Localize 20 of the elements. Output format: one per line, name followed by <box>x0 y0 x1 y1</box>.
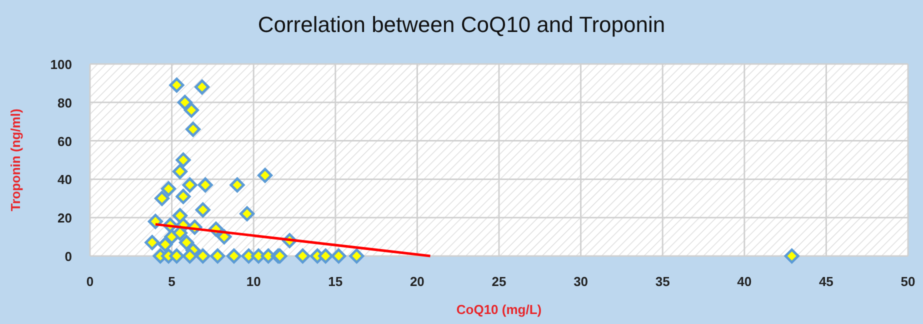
chart-title: Correlation between CoQ10 and Troponin <box>258 12 666 37</box>
x-tick-label: 35 <box>655 274 670 289</box>
y-tick-label: 20 <box>58 210 72 226</box>
y-axis-title: Troponin (ng/ml) <box>8 108 23 212</box>
x-tick-label: 0 <box>86 274 94 289</box>
y-tick-label: 80 <box>58 95 72 110</box>
x-axis-title: CoQ10 (mg/L) <box>456 302 542 317</box>
x-tick-label: 15 <box>328 274 343 289</box>
x-tick-label: 40 <box>737 274 752 289</box>
x-tick-label: 10 <box>246 274 261 289</box>
y-tick-label: 0 <box>64 249 72 264</box>
y-tick-label: 100 <box>50 57 72 72</box>
x-tick-label: 30 <box>574 274 588 289</box>
x-tick-label: 25 <box>492 274 506 289</box>
x-tick-label: 20 <box>410 274 424 289</box>
y-tick-label: 40 <box>58 172 72 188</box>
x-tick-label: 45 <box>818 274 834 289</box>
x-tick-label: 5 <box>168 274 176 289</box>
x-tick-label: 50 <box>900 274 916 289</box>
y-tick-label: 60 <box>58 134 72 149</box>
